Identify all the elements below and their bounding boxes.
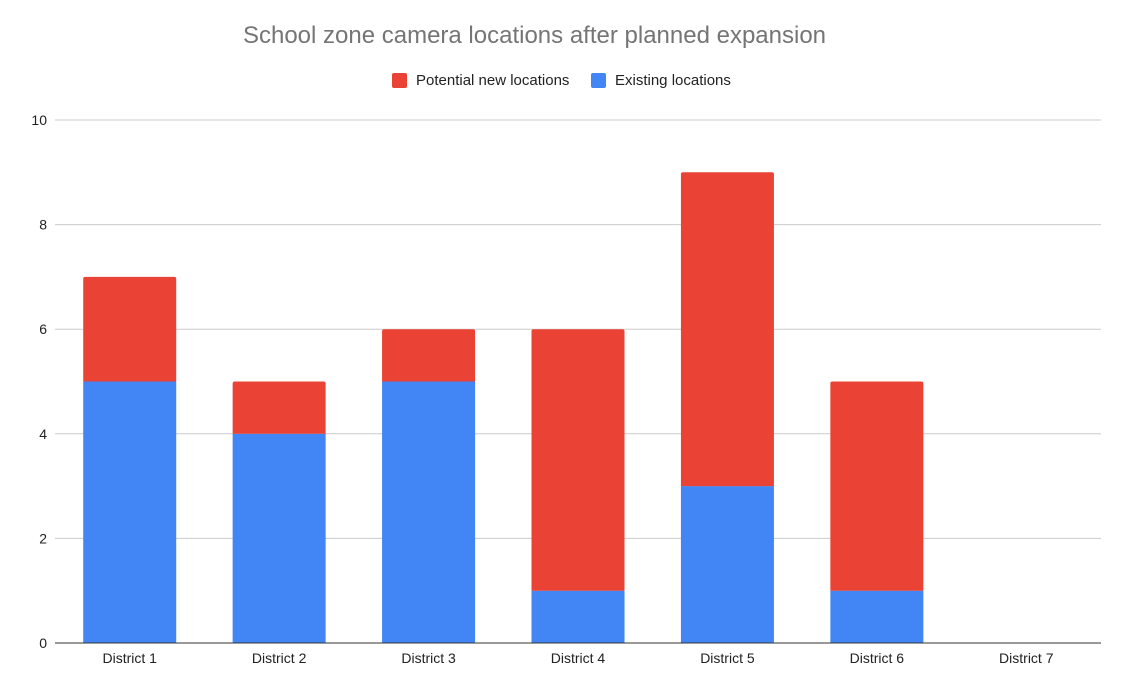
- bar-potential-3: [382, 329, 476, 382]
- bar-existing-5: [680, 486, 774, 643]
- y-tick-label-2: 2: [39, 530, 47, 546]
- legend-label-potential: Potential new locations: [416, 72, 570, 89]
- x-tick-label-6: District 6: [850, 650, 905, 666]
- legend-swatch-potential: [392, 73, 407, 88]
- legend: Potential new locations Existing locatio…: [0, 72, 1127, 92]
- bar-potential-2: [232, 381, 326, 434]
- x-tick-label-4: District 4: [551, 650, 606, 666]
- legend-label-existing: Existing locations: [615, 72, 731, 89]
- y-tick-label-4: 4: [39, 426, 47, 442]
- y-tick-label-6: 6: [39, 321, 47, 337]
- y-tick-label-8: 8: [39, 217, 47, 233]
- bar-existing-6: [830, 590, 924, 643]
- bar-existing-2: [232, 433, 326, 643]
- x-tick-label-3: District 3: [401, 650, 456, 666]
- bar-potential-6: [830, 381, 924, 591]
- legend-swatch-existing: [591, 73, 606, 88]
- y-tick-label-0: 0: [39, 635, 47, 651]
- x-tick-label-5: District 5: [700, 650, 755, 666]
- y-tick-label-10: 10: [31, 112, 47, 128]
- legend-item-existing[interactable]: Existing locations: [591, 72, 731, 89]
- bar-existing-1: [83, 381, 177, 643]
- x-tick-label-7: District 7: [999, 650, 1054, 666]
- bar-potential-4: [531, 329, 625, 591]
- bar-existing-3: [382, 381, 476, 643]
- x-tick-label-1: District 1: [102, 650, 157, 666]
- x-tick-label-2: District 2: [252, 650, 307, 666]
- bar-potential-1: [83, 276, 177, 382]
- bar-existing-4: [531, 590, 625, 643]
- chart-title: School zone camera locations after plann…: [242, 22, 827, 49]
- bar-potential-5: [680, 172, 774, 487]
- legend-item-potential[interactable]: Potential new locations: [392, 72, 569, 89]
